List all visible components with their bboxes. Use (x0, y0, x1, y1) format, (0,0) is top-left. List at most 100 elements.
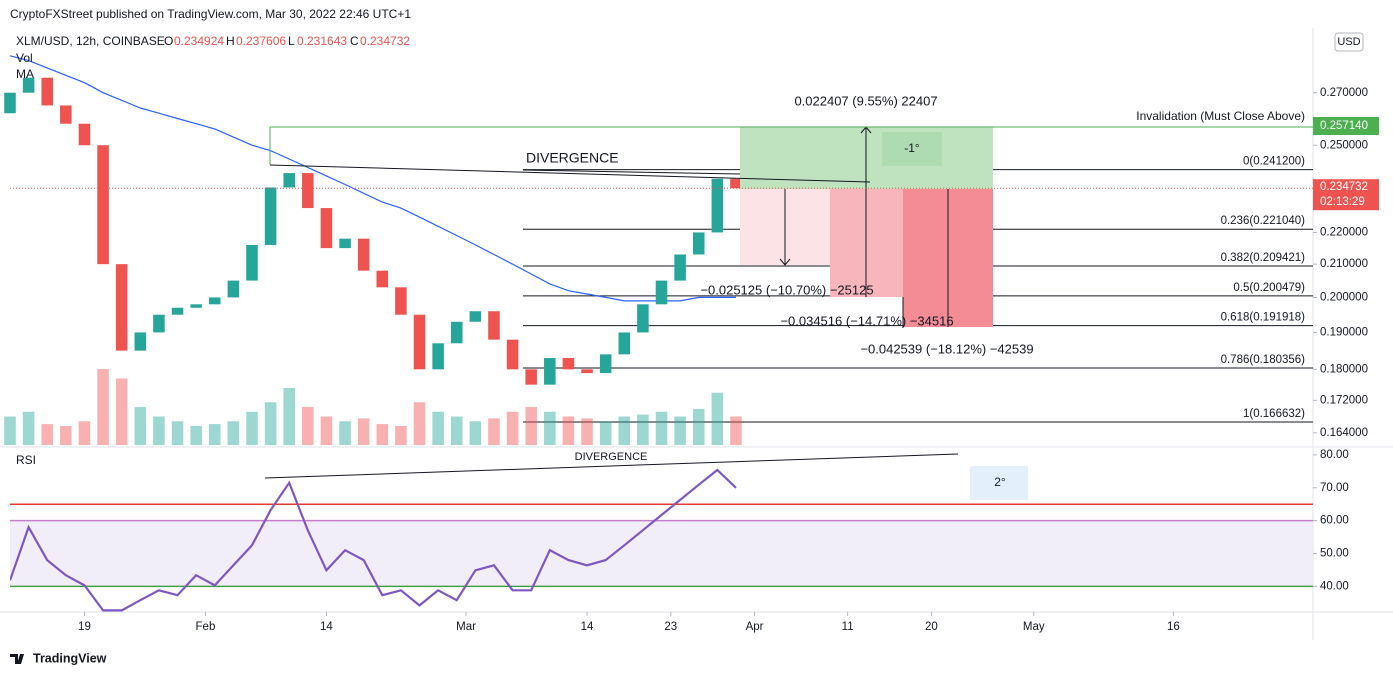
ohlc-key: H (226, 34, 235, 48)
y-tick-label: 0.164000 (1320, 427, 1368, 439)
candle-body (78, 123, 91, 146)
volume-bar (153, 416, 165, 445)
volume-bar (190, 426, 202, 445)
angle-label: 2° (994, 475, 1006, 489)
volume-bar (506, 411, 519, 445)
volume-bar (637, 414, 649, 445)
candle-body (190, 304, 202, 308)
candle-body (506, 339, 519, 370)
candle-body (153, 314, 165, 333)
countdown: 02:13:29 (1320, 196, 1365, 208)
volume-bar (599, 421, 612, 445)
fib-label: 0.618(0.191918) (1221, 312, 1306, 324)
candle-body (450, 321, 463, 344)
angle-box (882, 132, 942, 166)
x-tick-label: 11 (842, 621, 854, 633)
invalidation-badge (1313, 117, 1379, 136)
volume-bar (283, 388, 295, 445)
candle-body (730, 178, 742, 189)
volume-bar (60, 426, 72, 445)
volume-bar (339, 421, 351, 445)
candle-body (357, 238, 370, 271)
ohlc-value: 0.234924 (174, 34, 224, 48)
rsi-band (10, 520, 1313, 587)
footer: TradingView (33, 651, 107, 665)
volume-bar (432, 411, 444, 445)
volume-bar (469, 421, 482, 445)
candle-body (246, 244, 258, 281)
rsi-title: RSI (16, 453, 36, 467)
angle-label: -1° (904, 141, 920, 155)
candle-body (395, 287, 407, 315)
y-tick-label: 60.00 (1320, 515, 1349, 527)
invalidation-label: Invalidation (Must Close Above) (1136, 109, 1305, 123)
x-tick-label: 19 (78, 621, 91, 633)
candle-body (488, 311, 500, 340)
volume-bar (320, 416, 333, 445)
x-tick-label: 16 (1167, 621, 1180, 633)
y-tick-label: 80.00 (1320, 449, 1349, 461)
volume-bar (730, 416, 742, 445)
volume-bar (208, 424, 221, 445)
fib-label: 0.5(0.200479) (1233, 282, 1305, 294)
volume-bar (302, 407, 314, 445)
candle-body (339, 238, 351, 249)
trend-line (264, 453, 959, 479)
candle-body (115, 264, 128, 351)
volume-bar (544, 411, 556, 445)
candle-body (544, 358, 556, 385)
angle-box (970, 466, 1028, 500)
ohlc-value: 0.234732 (360, 34, 410, 48)
y-tick-label: 50.00 (1320, 548, 1349, 560)
volume-bar (264, 402, 277, 445)
stop-label: −0.042539 (−18.12%) −42539 (860, 341, 1033, 356)
y-tick-label: 0.172000 (1320, 394, 1368, 406)
candle-body (674, 254, 686, 281)
currency-badge[interactable] (1334, 32, 1364, 52)
fib-label: 1(0.166632) (1243, 408, 1305, 420)
header: CryptoFXStreet published on TradingView.… (10, 7, 411, 21)
x-tick-label: Mar (456, 621, 476, 633)
candle-body (283, 173, 295, 188)
volume-bar (618, 416, 631, 445)
volume-bar (357, 418, 370, 445)
volume-bar (395, 426, 407, 445)
candle-body (97, 145, 109, 265)
price-badge (1313, 179, 1379, 211)
logo (10, 654, 24, 664)
fib-label: 0(0.241200) (1243, 156, 1305, 168)
y-tick-label: 0.270000 (1320, 87, 1368, 99)
y-tick-label: 0.200000 (1320, 291, 1368, 303)
y-tick-label: 40.00 (1320, 580, 1349, 592)
indicator-label: Vol (16, 51, 33, 65)
symbol: XLM/USD, 12h, COINBASE (16, 34, 165, 48)
y-tick-label: 0.210000 (1320, 258, 1368, 270)
volume-bar (562, 416, 575, 445)
candle-body (432, 343, 444, 370)
y-tick-label: 0.220000 (1320, 226, 1368, 238)
candle-body (525, 369, 537, 385)
volume-bar (581, 418, 593, 445)
volume-bar (450, 416, 463, 445)
candle-body (302, 173, 314, 209)
volume-bar (171, 421, 184, 445)
candle-body (208, 297, 221, 305)
ohlc-value: 0.231643 (297, 34, 347, 48)
fib-label: 0.236(0.221040) (1221, 215, 1306, 227)
ma-line (9, 55, 736, 302)
volume-bar (692, 408, 705, 445)
candle-body (60, 105, 72, 124)
ohlc-value: 0.237606 (236, 34, 286, 48)
y-tick-label: 0.250000 (1320, 139, 1368, 151)
candle-body (41, 77, 53, 106)
trend-line (522, 169, 741, 175)
candle-body (692, 232, 705, 255)
volume-bar (4, 416, 16, 445)
candle-body (227, 280, 240, 298)
target-label: 0.022407 (9.55%) 22407 (794, 93, 937, 108)
rsi-line (10, 468, 737, 612)
stop-label: −0.025125 (−10.70%) −25125 (700, 282, 873, 297)
x-tick-label: 14 (581, 621, 594, 633)
candle-body (264, 187, 277, 245)
